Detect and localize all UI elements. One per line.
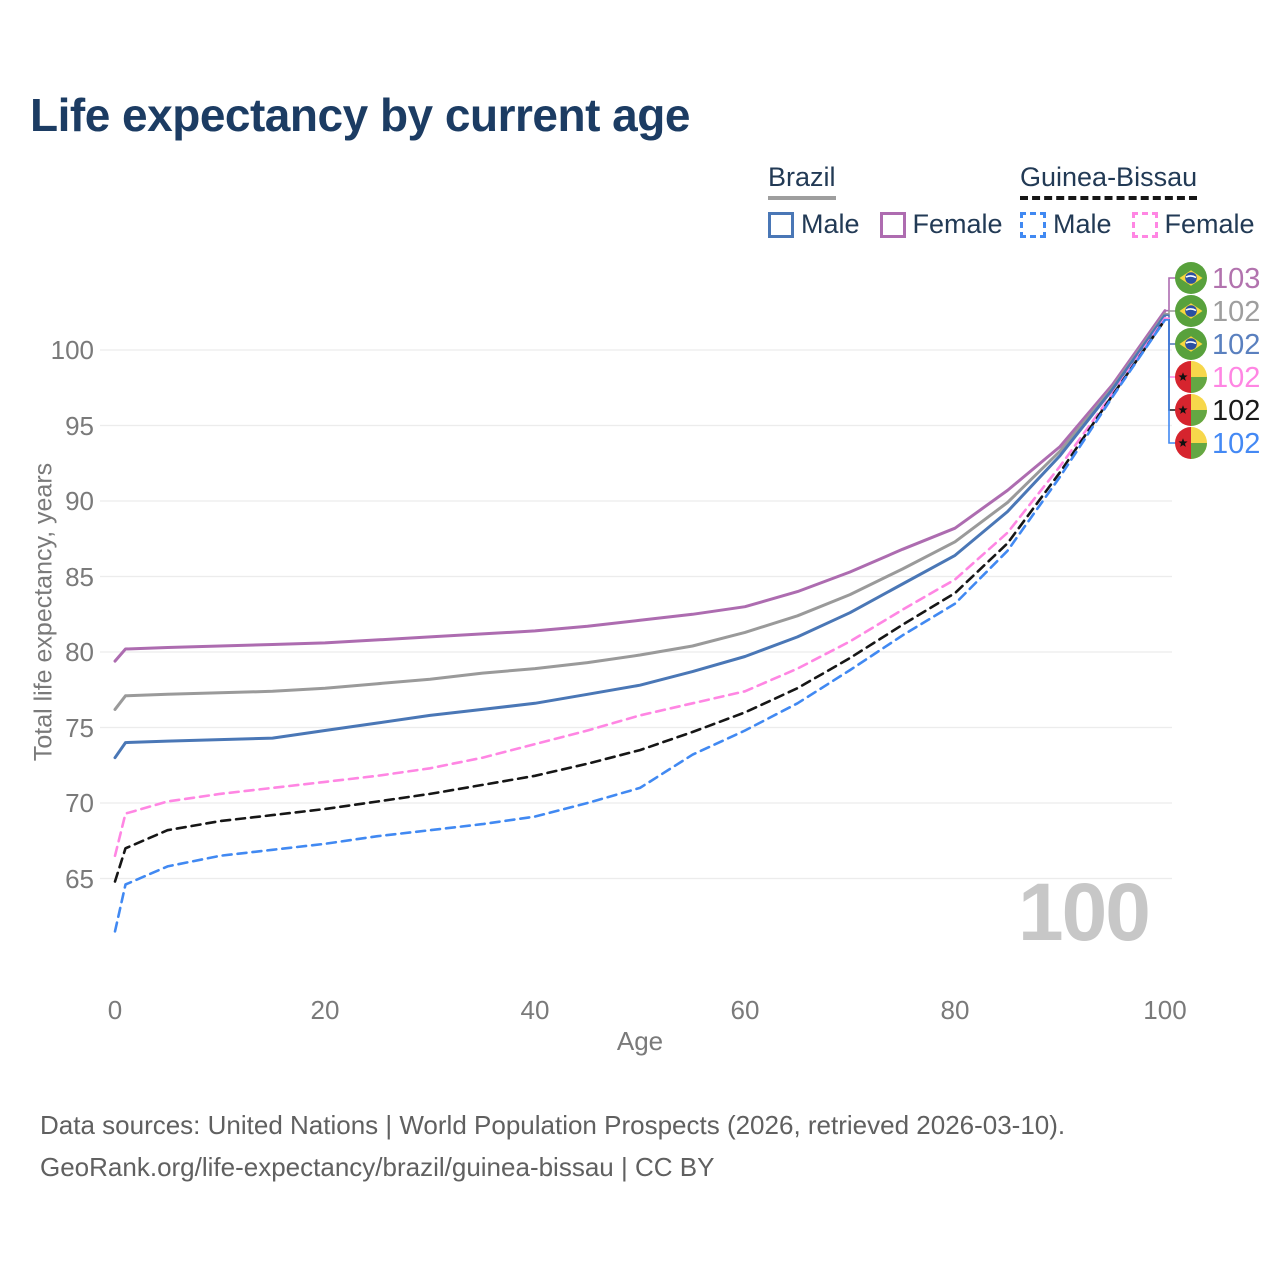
x-tick-label-60: 60 bbox=[730, 995, 760, 1025]
legend-item-brazil-female[interactable]: Female bbox=[879, 209, 1003, 240]
series-end-label-brazil-both-sexes: 102 bbox=[1212, 296, 1260, 328]
chart-title: Life expectancy by current age bbox=[30, 89, 690, 141]
age-watermark: 100 bbox=[1018, 867, 1151, 958]
y-tick-label-95: 95 bbox=[65, 410, 94, 441]
y-tick-label-85: 85 bbox=[65, 561, 94, 592]
series-end-label-brazil-female: 103 bbox=[1212, 263, 1260, 295]
series-connector-brazil-both-sexes bbox=[1164, 310, 1176, 315]
star-shape bbox=[1178, 405, 1188, 414]
x-tick-label-20: 20 bbox=[310, 995, 340, 1025]
series-line-brazil-male bbox=[113, 313, 1167, 760]
gridlines bbox=[100, 349, 1172, 880]
series-end-label-brazil-male: 102 bbox=[1212, 329, 1260, 361]
flag-brazil-icon bbox=[1175, 328, 1207, 360]
series-connector-guinea-bissau-male bbox=[1164, 319, 1176, 444]
y-tick-label-70: 70 bbox=[65, 788, 94, 818]
series-line-brazil-both-sexes bbox=[113, 312, 1167, 711]
x-tick-label-40: 40 bbox=[520, 995, 550, 1025]
legend-title-guinea-bissau[interactable]: Guinea-Bissau bbox=[1020, 162, 1198, 200]
legend-swatch-brazil-male bbox=[768, 211, 794, 238]
series-line-guinea-bissau-both-sexes bbox=[113, 318, 1167, 883]
legend-row-guinea-bissau: Male Female bbox=[1020, 209, 1255, 240]
y-tick-label-100: 100 bbox=[50, 335, 94, 365]
x-axis-title: Age bbox=[616, 1026, 664, 1056]
legend-label-brazil-male: Male bbox=[801, 209, 860, 239]
legend-item-guinea-bissau-female[interactable]: Female bbox=[1131, 209, 1255, 240]
series-connector-brazil-female bbox=[1164, 277, 1176, 312]
flag-guinea-bissau-icon bbox=[1175, 427, 1207, 459]
y-tick-label-90: 90 bbox=[65, 486, 94, 516]
x-tick-label-100: 100 bbox=[1143, 995, 1187, 1025]
legend-swatch-guinea-bissau-male bbox=[1020, 211, 1046, 238]
x-tick-label-80: 80 bbox=[940, 995, 970, 1025]
legend-row-brazil: Male Female bbox=[768, 209, 1003, 240]
y-tick-label-65: 65 bbox=[65, 863, 94, 894]
series-end-label-guinea-bissau-female: 102 bbox=[1212, 362, 1260, 394]
flag-guinea-bissau-icon bbox=[1175, 361, 1207, 393]
star-shape bbox=[1178, 372, 1188, 381]
legend-label-guinea-bissau-male: Male bbox=[1053, 209, 1112, 239]
series-connector-guinea-bissau-female bbox=[1164, 317, 1176, 378]
flag-guinea-bissau-icon bbox=[1175, 394, 1207, 426]
legend-swatch-guinea-bissau-female bbox=[1131, 211, 1158, 238]
footer-line-1: Data sources: United Nations | World Pop… bbox=[40, 1110, 1066, 1140]
y-tick-label-75: 75 bbox=[65, 712, 94, 743]
footer-line-2: GeoRank.org/life-expectancy/brazil/guine… bbox=[40, 1152, 715, 1182]
legend-item-brazil-male[interactable]: Male bbox=[768, 209, 860, 240]
legend-swatch-brazil-female bbox=[879, 211, 906, 238]
y-tick-label-80: 80 bbox=[65, 637, 94, 667]
flag-brazil-icon bbox=[1175, 295, 1207, 327]
series-connector-guinea-bissau-both-sexes bbox=[1164, 319, 1176, 411]
legend-title-brazil[interactable]: Brazil bbox=[768, 162, 836, 200]
legend-group-brazil: Brazil Male Female bbox=[768, 162, 1003, 240]
series-line-guinea-bissau-male bbox=[113, 318, 1167, 933]
legend-group-guinea-bissau: Guinea-Bissau Male Female bbox=[1020, 162, 1255, 240]
series-line-guinea-bissau-female bbox=[113, 316, 1167, 858]
legend-label-guinea-bissau-female: Female bbox=[1164, 209, 1255, 239]
x-tick-label-0: 0 bbox=[107, 995, 123, 1025]
footer: Data sources: United Nations | World Pop… bbox=[40, 1104, 1065, 1188]
star-shape bbox=[1178, 438, 1188, 447]
flag-brazil-icon bbox=[1175, 262, 1207, 294]
series-end-label-guinea-bissau-male: 102 bbox=[1212, 428, 1260, 460]
legend-item-guinea-bissau-male[interactable]: Male bbox=[1020, 209, 1112, 240]
legend-label-brazil-female: Female bbox=[912, 209, 1003, 239]
series-end-label-guinea-bissau-both-sexes: 102 bbox=[1212, 395, 1260, 427]
series-line-brazil-female bbox=[113, 309, 1167, 663]
